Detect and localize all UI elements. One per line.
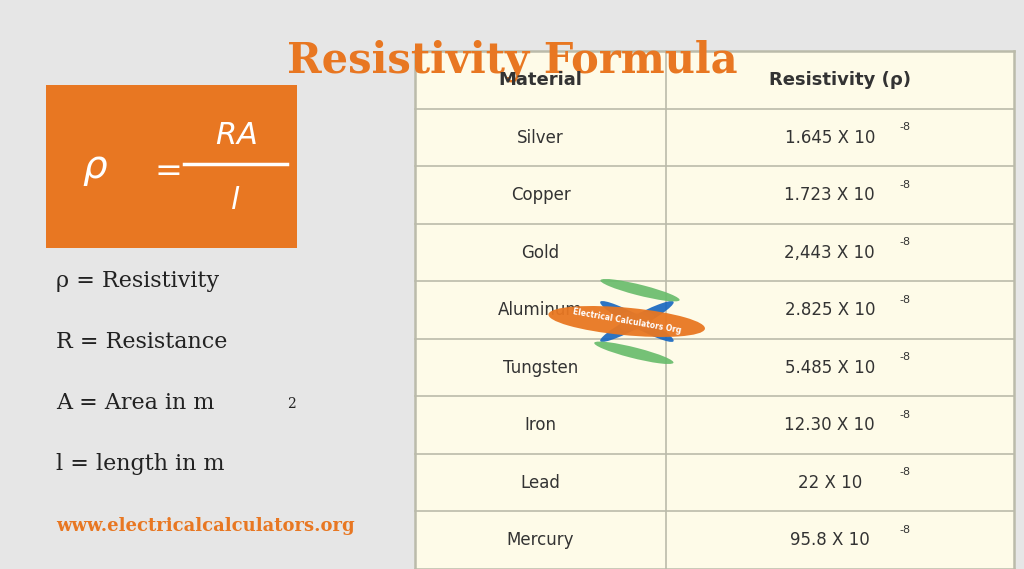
Text: Resistivity (ρ): Resistivity (ρ) [769, 71, 911, 89]
Ellipse shape [549, 306, 705, 337]
Text: Silver: Silver [517, 129, 564, 146]
Text: 1.723 X 10: 1.723 X 10 [784, 186, 876, 204]
Text: 95.8 X 10: 95.8 X 10 [790, 531, 869, 549]
Text: $\mathit{\rho}$: $\mathit{\rho}$ [82, 150, 109, 188]
Text: -8: -8 [899, 352, 910, 362]
Text: 5.485 X 10: 5.485 X 10 [784, 358, 874, 377]
Text: -8: -8 [899, 180, 910, 189]
Ellipse shape [600, 301, 674, 342]
Text: 12.30 X 10: 12.30 X 10 [784, 416, 876, 434]
Ellipse shape [620, 312, 654, 331]
Text: -8: -8 [899, 122, 910, 132]
Text: $\mathit{l}$: $\mathit{l}$ [230, 186, 241, 215]
Text: Copper: Copper [511, 186, 570, 204]
Ellipse shape [594, 341, 674, 364]
Text: -8: -8 [899, 467, 910, 477]
Text: 2.825 X 10: 2.825 X 10 [784, 301, 876, 319]
Ellipse shape [600, 301, 674, 342]
Text: Gold: Gold [521, 244, 559, 262]
Text: $=$: $=$ [148, 153, 181, 185]
Text: -8: -8 [899, 237, 910, 247]
Text: A = Area in m: A = Area in m [56, 392, 215, 414]
Ellipse shape [600, 279, 680, 302]
Text: Tungsten: Tungsten [503, 358, 579, 377]
Text: l = length in m: l = length in m [56, 453, 225, 475]
Text: Resistivity Formula: Resistivity Formula [287, 40, 737, 83]
Text: 2: 2 [287, 397, 296, 411]
FancyBboxPatch shape [415, 51, 1014, 569]
Text: www.electricalcalculators.org: www.electricalcalculators.org [56, 517, 355, 535]
Text: -8: -8 [899, 525, 910, 535]
Text: Electrical Calculators Org: Electrical Calculators Org [571, 307, 682, 336]
Text: Mercury: Mercury [507, 531, 574, 549]
Text: -8: -8 [899, 295, 910, 305]
Ellipse shape [620, 312, 654, 331]
Text: R = Resistance: R = Resistance [56, 331, 227, 353]
Text: Lead: Lead [520, 474, 560, 492]
Text: 1.645 X 10: 1.645 X 10 [784, 129, 874, 146]
Text: Material: Material [499, 71, 583, 89]
Text: 22 X 10: 22 X 10 [798, 474, 862, 492]
FancyBboxPatch shape [46, 85, 297, 248]
Text: Aluminum: Aluminum [499, 301, 583, 319]
Text: 2,443 X 10: 2,443 X 10 [784, 244, 876, 262]
Text: $\mathit{RA}$: $\mathit{RA}$ [215, 121, 256, 150]
Text: Iron: Iron [524, 416, 556, 434]
Text: -8: -8 [899, 410, 910, 420]
Text: ρ = Resistivity: ρ = Resistivity [56, 270, 219, 292]
